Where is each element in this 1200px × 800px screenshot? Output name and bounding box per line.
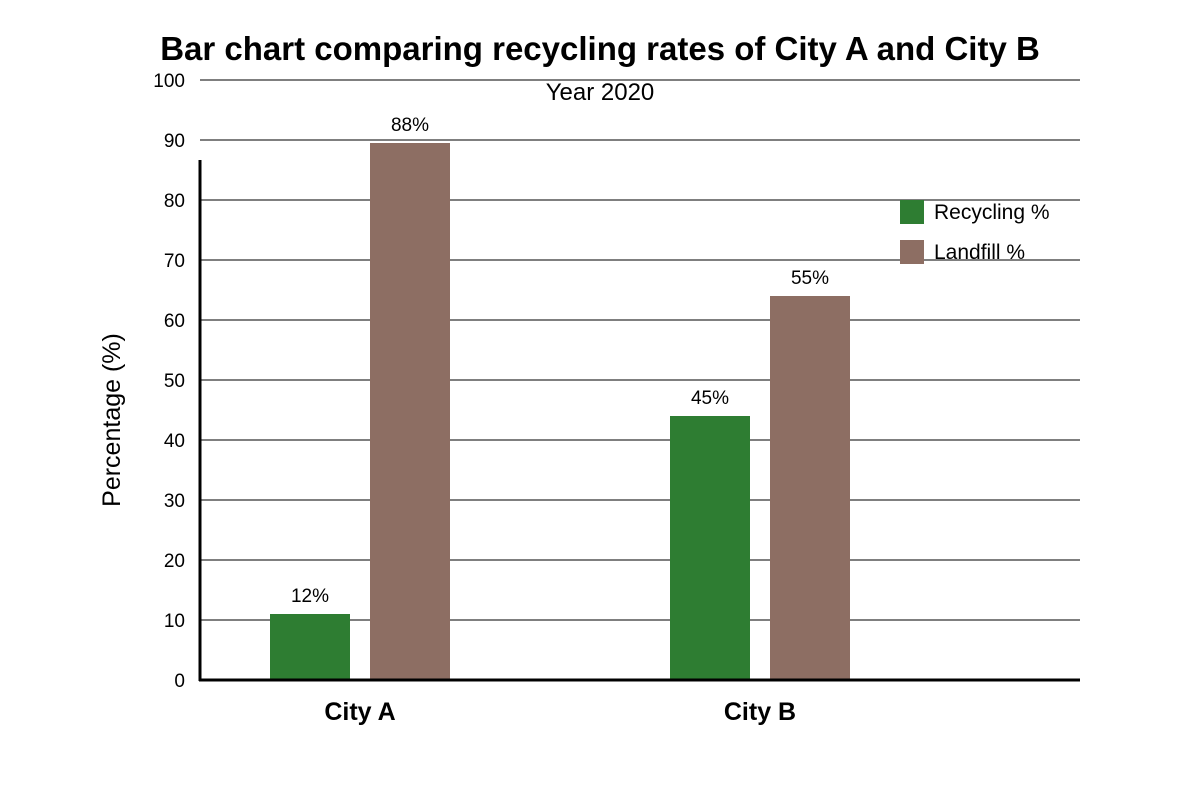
- y-tick-label: 80: [164, 191, 185, 212]
- gridlines: [200, 79, 1080, 621]
- y-tick-label: 100: [153, 71, 185, 92]
- y-tick-label: 10: [164, 611, 185, 632]
- y-axis-ticks: 0 10 20 30 40 50 60 70 80 90 100: [153, 71, 185, 692]
- x-axis-categories: City A City B: [324, 698, 796, 726]
- legend-label: Landfill %: [934, 241, 1025, 264]
- bar-landfill: [370, 143, 450, 680]
- chart-subtitle: Year 2020: [546, 79, 655, 106]
- data-label: 88%: [391, 115, 429, 136]
- legend-swatch: [900, 240, 924, 264]
- y-tick-label: 40: [164, 431, 185, 452]
- data-label: 45%: [691, 388, 729, 409]
- y-tick-label: 30: [164, 491, 185, 512]
- legend-swatch: [900, 200, 924, 224]
- legend: Recycling % Landfill %: [900, 200, 1050, 264]
- y-tick-label: 0: [174, 671, 185, 692]
- bar-recycling: [270, 614, 350, 680]
- y-tick-label: 60: [164, 311, 185, 332]
- x-category-label: City B: [724, 698, 796, 726]
- data-label: 55%: [791, 268, 829, 289]
- bar-landfill: [770, 296, 850, 680]
- x-category-label: City A: [324, 698, 395, 726]
- bars: [270, 143, 850, 680]
- chart-title: Bar chart comparing recycling rates of C…: [160, 30, 1040, 67]
- y-axis-label: Percentage (%): [98, 333, 126, 507]
- data-labels: 12% 88% 45% 55%: [291, 115, 829, 607]
- data-label: 12%: [291, 586, 329, 607]
- bar-recycling: [670, 416, 750, 680]
- y-tick-label: 90: [164, 131, 185, 152]
- legend-label: Recycling %: [934, 201, 1050, 224]
- y-tick-label: 20: [164, 551, 185, 572]
- y-tick-label: 50: [164, 371, 185, 392]
- y-tick-label: 70: [164, 251, 185, 272]
- axes: [198, 160, 1080, 682]
